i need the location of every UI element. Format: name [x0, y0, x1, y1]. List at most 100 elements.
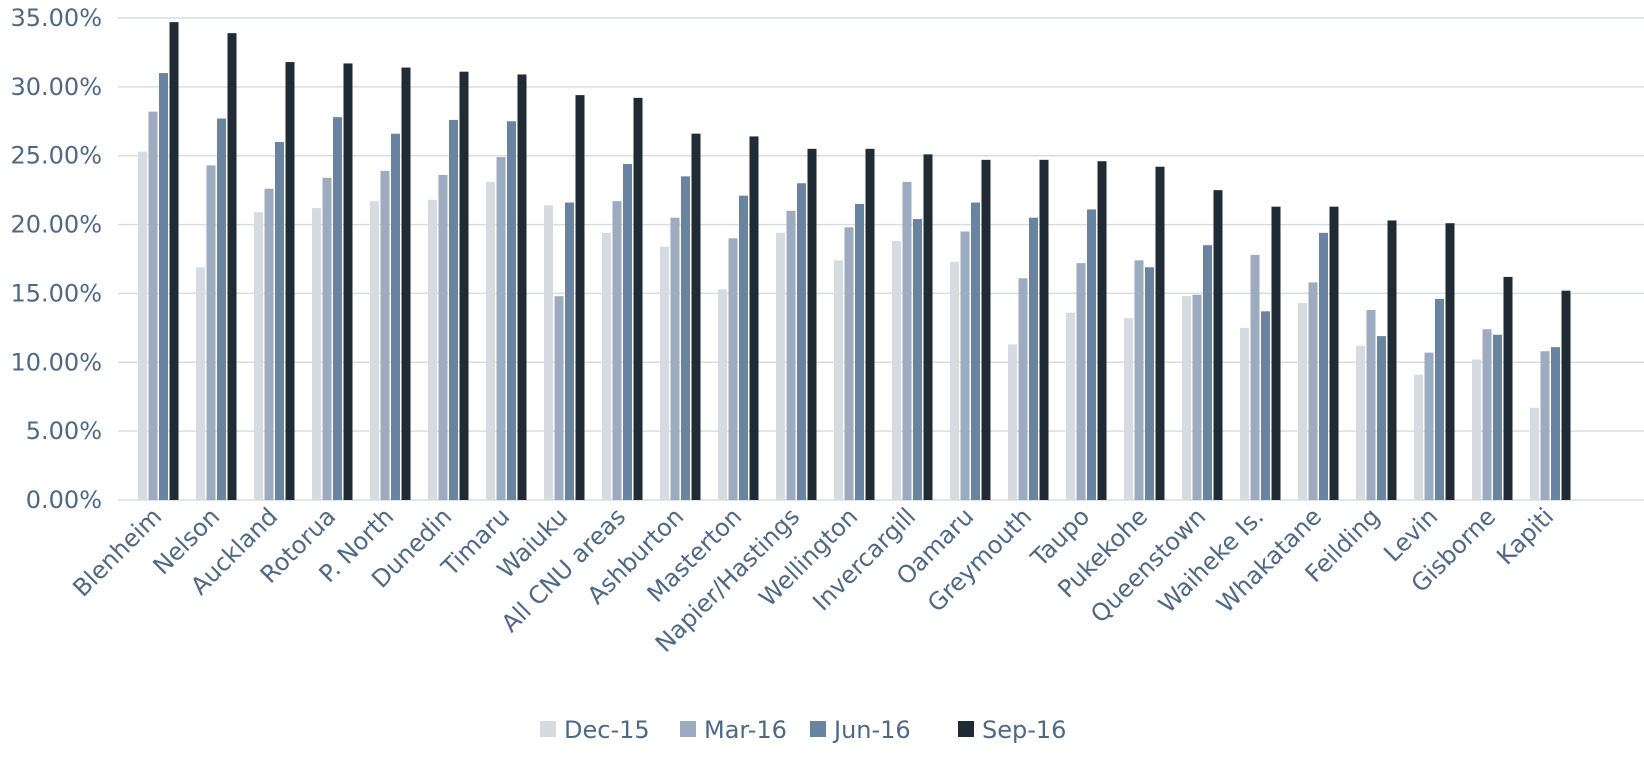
bar-jun-16-taupo — [1087, 209, 1096, 500]
bar-jun-16-auckland — [275, 141, 284, 500]
bar-jun-16-waiuku — [565, 202, 574, 500]
bar-jun-16-dunedin — [449, 119, 458, 500]
bar-jun-16-invercargill — [913, 219, 922, 500]
bar-dec-15-greymouth — [1008, 344, 1017, 500]
bar-mar-16-queenstown — [1192, 294, 1202, 500]
bar-mar-16-nelson — [206, 165, 216, 500]
bar-mar-16-wellington — [844, 227, 854, 500]
legend-swatch — [680, 721, 696, 737]
bar-dec-15-rotorua — [312, 208, 321, 500]
legend-swatch — [540, 721, 556, 737]
y-tick-label: 20.00% — [10, 211, 102, 239]
bar-dec-15-blenheim — [138, 151, 147, 500]
bar-mar-16-timaru — [496, 157, 506, 500]
bar-jun-16-p-north — [391, 133, 400, 500]
bar-jun-16-ashburton — [681, 176, 690, 500]
bar-sep-16-waiheke-is- — [1271, 206, 1281, 500]
bar-sep-16-waiuku — [575, 95, 585, 501]
bar-mar-16-waiuku — [554, 296, 564, 500]
bar-dec-15-oamaru — [950, 261, 959, 500]
bar-sep-16-ashburton — [691, 133, 701, 500]
bar-dec-15-queenstown — [1182, 296, 1191, 500]
bar-dec-15-masterton — [718, 289, 727, 500]
legend-label: Jun-16 — [832, 716, 911, 744]
bars — [138, 22, 1571, 501]
bar-dec-15-wellington — [834, 260, 843, 500]
bar-jun-16-levin — [1435, 298, 1444, 500]
y-tick-label: 30.00% — [10, 73, 102, 101]
bar-mar-16-taupo — [1076, 263, 1086, 500]
bar-dec-15-ashburton — [660, 246, 669, 500]
bar-jun-16-nelson — [217, 118, 226, 500]
bar-jun-16-napier-hastings — [797, 183, 806, 500]
bar-jun-16-blenheim — [159, 73, 168, 500]
bar-mar-16-all-cnu-areas — [612, 201, 622, 500]
bar-jun-16-greymouth — [1029, 217, 1038, 500]
legend-label: Dec-15 — [564, 716, 650, 744]
legend-label: Mar-16 — [704, 716, 787, 744]
bar-mar-16-napier-hastings — [786, 210, 796, 501]
bar-sep-16-dunedin — [459, 71, 469, 501]
bar-dec-15-napier-hastings — [776, 232, 785, 500]
bar-sep-16-napier-hastings — [807, 148, 817, 501]
bar-mar-16-blenheim — [148, 111, 158, 500]
bar-sep-16-queenstown — [1213, 190, 1223, 500]
x-tick-label: Kapiti — [1491, 502, 1559, 570]
bar-mar-16-masterton — [728, 238, 738, 501]
y-tick-label: 15.00% — [10, 279, 102, 307]
bar-jun-16-whakatane — [1319, 232, 1328, 500]
bar-sep-16-whakatane — [1329, 206, 1339, 500]
bar-jun-16-oamaru — [971, 202, 980, 500]
bar-mar-16-auckland — [264, 188, 274, 500]
bar-jun-16-waiheke-is- — [1261, 311, 1270, 500]
bar-jun-16-queenstown — [1203, 245, 1212, 500]
bar-dec-15-dunedin — [428, 199, 437, 501]
legend: Dec-15 Mar-16 Jun-16 Sep-16 — [540, 716, 1066, 744]
bar-dec-15-whakatane — [1298, 303, 1307, 500]
legend-swatch — [958, 721, 974, 737]
bar-sep-16-nelson — [227, 33, 237, 501]
bar-sep-16-auckland — [285, 62, 295, 500]
bar-sep-16-levin — [1445, 223, 1455, 501]
bar-mar-16-waiheke-is- — [1250, 254, 1260, 500]
bar-jun-16-masterton — [739, 195, 748, 500]
bar-jun-16-kapiti — [1551, 347, 1560, 500]
bar-jun-16-feilding — [1377, 336, 1386, 500]
bar-sep-16-pukekohe — [1155, 166, 1165, 500]
bar-jun-16-timaru — [507, 121, 516, 501]
legend-label: Sep-16 — [982, 716, 1066, 744]
bar-dec-15-levin — [1414, 374, 1423, 500]
bar-mar-16-feilding — [1366, 309, 1376, 500]
bar-dec-15-taupo — [1066, 312, 1075, 500]
bar-jun-16-all-cnu-areas — [623, 163, 632, 500]
bar-mar-16-levin — [1424, 352, 1434, 500]
bar-mar-16-ashburton — [670, 217, 680, 500]
bar-dec-15-p-north — [370, 201, 379, 500]
bar-mar-16-invercargill — [902, 181, 912, 500]
bar-sep-16-timaru — [517, 74, 527, 500]
bar-dec-15-waiuku — [544, 205, 553, 500]
bar-sep-16-kapiti — [1561, 290, 1571, 500]
bar-jun-16-gisborne — [1493, 334, 1502, 500]
bar-dec-15-all-cnu-areas — [602, 232, 611, 500]
bar-mar-16-kapiti — [1540, 351, 1550, 500]
bar-mar-16-oamaru — [960, 231, 970, 500]
bar-sep-16-blenheim — [169, 22, 179, 500]
bar-dec-15-waiheke-is- — [1240, 327, 1249, 500]
legend-swatch — [810, 721, 826, 737]
y-tick-label: 0.00% — [26, 486, 102, 514]
bar-mar-16-rotorua — [322, 177, 332, 500]
y-tick-label: 10.00% — [10, 348, 102, 376]
bar-dec-15-kapiti — [1530, 407, 1539, 500]
bar-sep-16-masterton — [749, 136, 759, 501]
bar-mar-16-p-north — [380, 170, 390, 500]
bar-dec-15-invercargill — [892, 241, 901, 500]
bar-sep-16-wellington — [865, 148, 875, 501]
bar-mar-16-pukekohe — [1134, 260, 1144, 500]
bar-dec-15-gisborne — [1472, 359, 1481, 500]
bar-sep-16-gisborne — [1503, 276, 1513, 500]
y-axis-ticks: 0.00% 5.00% 10.00% 15.00% 20.00% 25.00% 30.00%… — [10, 4, 102, 514]
